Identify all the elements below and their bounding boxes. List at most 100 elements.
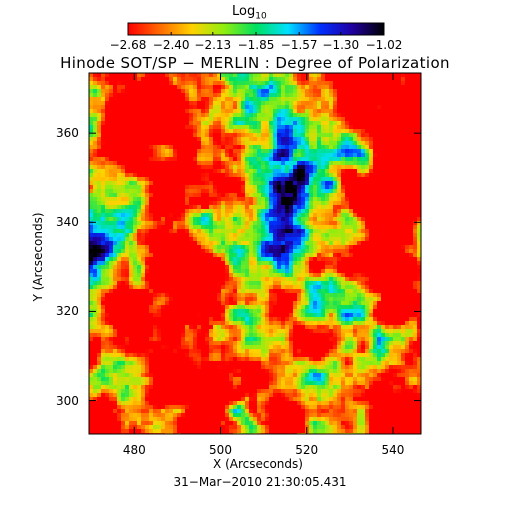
heatmap-cell (97, 105, 101, 109)
heatmap-cell (281, 81, 285, 85)
heatmap-cell (361, 253, 365, 257)
heatmap-cell (193, 109, 197, 113)
heatmap-cell (341, 113, 345, 117)
heatmap-cell (177, 145, 181, 149)
heatmap-cell (165, 193, 169, 197)
heatmap-cell (109, 133, 113, 137)
heatmap-cell (361, 177, 365, 181)
heatmap-cell (413, 305, 417, 309)
heatmap-cell (361, 81, 365, 85)
heatmap-cell (149, 113, 153, 117)
heatmap-cell (97, 205, 101, 209)
heatmap-cell (217, 129, 221, 133)
heatmap-cell (197, 265, 201, 269)
heatmap-cell (101, 77, 105, 81)
heatmap-cell (193, 157, 197, 161)
heatmap-cell (337, 173, 341, 177)
heatmap-cell (309, 217, 313, 221)
heatmap-cell (349, 157, 353, 161)
heatmap-cell (305, 237, 309, 241)
heatmap-cell (105, 89, 109, 93)
heatmap-cell (405, 117, 409, 121)
heatmap-cell (229, 233, 233, 237)
heatmap-cell (365, 201, 369, 205)
heatmap-cell (417, 293, 421, 297)
heatmap-cell (117, 213, 121, 217)
heatmap-cell (209, 205, 213, 209)
heatmap-cell (189, 101, 193, 105)
heatmap-cell (209, 153, 213, 157)
heatmap-cell (289, 121, 293, 125)
heatmap-cell (117, 121, 121, 125)
heatmap-cell (373, 197, 377, 201)
heatmap-cell (405, 305, 409, 309)
heatmap-cell (289, 221, 293, 225)
heatmap-cell (169, 193, 173, 197)
heatmap-cell (161, 289, 165, 293)
heatmap-cell (257, 241, 261, 245)
heatmap-cell (169, 289, 173, 293)
heatmap-cell (153, 245, 157, 249)
heatmap-cell (205, 233, 209, 237)
heatmap-cell (113, 253, 117, 257)
heatmap-cell (245, 137, 249, 141)
heatmap-cell (297, 101, 301, 105)
heatmap-cell (205, 289, 209, 293)
heatmap-cell (373, 277, 377, 281)
heatmap-cell (381, 169, 385, 173)
heatmap-cell (405, 213, 409, 217)
heatmap-cell (325, 221, 329, 225)
heatmap-cell (221, 229, 225, 233)
heatmap-cell (197, 217, 201, 221)
heatmap-cell (305, 161, 309, 165)
heatmap-cell (141, 73, 145, 77)
heatmap-cell (313, 297, 317, 301)
heatmap-cell (113, 165, 117, 169)
heatmap-cell (93, 281, 97, 285)
heatmap-cell (145, 149, 149, 153)
heatmap-cell (285, 97, 289, 101)
heatmap-cell (269, 89, 273, 93)
heatmap-cell (325, 113, 329, 117)
heatmap-cell (221, 213, 225, 217)
heatmap-cell (417, 177, 421, 181)
heatmap-cell (125, 85, 129, 89)
heatmap-cell (249, 301, 253, 305)
heatmap-cell (101, 285, 105, 289)
heatmap-cell (237, 293, 241, 297)
heatmap-cell (321, 141, 325, 145)
heatmap-cell (225, 181, 229, 185)
heatmap-cell (313, 153, 317, 157)
heatmap-cell (297, 85, 301, 89)
heatmap-cell (101, 109, 105, 113)
heatmap-cell (213, 241, 217, 245)
heatmap-cell (193, 209, 197, 213)
heatmap-cell (353, 289, 357, 293)
heatmap-cell (181, 297, 185, 301)
heatmap-cell (157, 237, 161, 241)
heatmap-cell (361, 273, 365, 277)
heatmap-cell (353, 89, 357, 93)
heatmap-cell (273, 85, 277, 89)
heatmap-cell (361, 161, 365, 165)
heatmap-cell (133, 81, 137, 85)
heatmap-cell (137, 301, 141, 305)
heatmap-cell (409, 189, 413, 193)
heatmap-cell (225, 85, 229, 89)
heatmap-cell (289, 209, 293, 213)
heatmap-cell (149, 137, 153, 141)
heatmap-cell (209, 285, 213, 289)
heatmap-cell (253, 217, 257, 221)
heatmap-cell (345, 189, 349, 193)
heatmap-cell (121, 293, 125, 297)
heatmap-cell (333, 249, 337, 253)
heatmap-cell (353, 93, 357, 97)
heatmap-cell (393, 205, 397, 209)
heatmap-cell (97, 277, 101, 281)
heatmap-cell (129, 117, 133, 121)
heatmap-cell (217, 257, 221, 261)
heatmap-cell (145, 77, 149, 81)
heatmap-cell (241, 101, 245, 105)
heatmap-cell (201, 109, 205, 113)
heatmap-cell (253, 213, 257, 217)
